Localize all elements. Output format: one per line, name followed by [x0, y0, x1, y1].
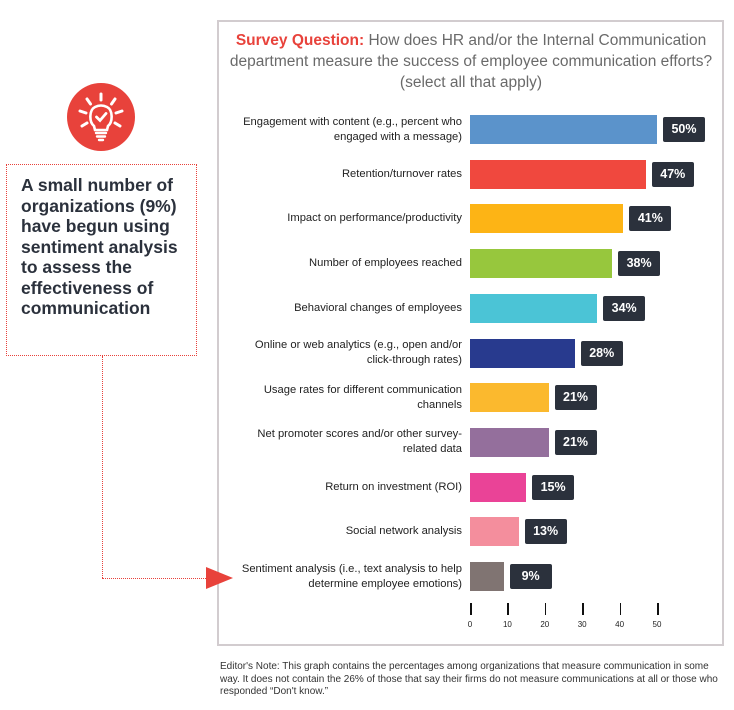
x-tick [582, 603, 584, 615]
value-label: 9% [509, 564, 552, 589]
category-label: Engagement with content (e.g., percent w… [243, 115, 462, 143]
bar [470, 204, 624, 234]
value-label: 41% [629, 206, 672, 232]
chart-title-text: How does HR and/or the Internal Communic… [229, 32, 713, 91]
value-label: 28% [580, 340, 623, 366]
category-label: Number of employees reached [309, 257, 462, 270]
bar [470, 293, 598, 323]
value-label: 21% [554, 429, 597, 455]
editors-note: Editor's Note: This graph contains the p… [220, 661, 718, 697]
x-tick-label: 0 [467, 620, 473, 629]
category-label: Sentiment analysis (i.e., text analysis … [241, 562, 462, 590]
category-label: Social network analysis [345, 525, 462, 538]
value-label: 38% [618, 251, 661, 277]
category-label: Usage rates for different communication … [263, 383, 462, 411]
value-label: 50% [663, 117, 705, 142]
x-tick [619, 603, 622, 615]
callout-text: A small number of organizations (9%) hav… [21, 175, 178, 318]
category-label: Impact on performance/productivity [287, 212, 462, 225]
category-label: Return on investment (ROI) [325, 480, 462, 493]
callout-box: A small number of organizations (9%) hav… [6, 164, 197, 356]
x-tick [470, 603, 472, 615]
category-label: Behavioral changes of employees [294, 301, 462, 314]
x-tick [544, 603, 547, 615]
value-label: 21% [554, 385, 597, 411]
lightbulb-check-icon [67, 83, 135, 151]
bar [470, 383, 549, 413]
x-tick [657, 603, 659, 615]
x-tick-label: 50 [652, 620, 662, 629]
bar [470, 472, 527, 502]
bar [470, 427, 549, 457]
arrow-right-icon [206, 567, 233, 589]
chart-title: Survey Question: How does HR and/or the … [222, 30, 720, 93]
callout-connector-vertical [102, 356, 103, 578]
bar [470, 517, 519, 547]
bar [470, 249, 613, 279]
x-tick-label: 40 [615, 620, 625, 629]
value-label: 34% [603, 295, 646, 321]
bar [470, 562, 504, 591]
bar [470, 338, 575, 368]
x-tick-label: 10 [502, 620, 512, 629]
chart-frame [217, 20, 724, 646]
x-tick [507, 603, 509, 615]
x-tick-label: 30 [577, 620, 587, 629]
category-label: Retention/turnover rates [341, 167, 462, 180]
category-label: Net promoter scores and/or other survey-… [257, 428, 462, 456]
category-label: Online or web analytics (e.g., open and/… [254, 339, 462, 366]
callout-connector-horizontal [102, 578, 206, 579]
chart-title-lead: Survey Question: [235, 32, 365, 49]
value-label: 15% [532, 474, 575, 500]
bar [470, 115, 657, 144]
value-label: 47% [651, 161, 694, 187]
x-tick-label: 20 [540, 620, 550, 629]
value-label: 13% [524, 519, 567, 545]
bar [470, 159, 646, 189]
